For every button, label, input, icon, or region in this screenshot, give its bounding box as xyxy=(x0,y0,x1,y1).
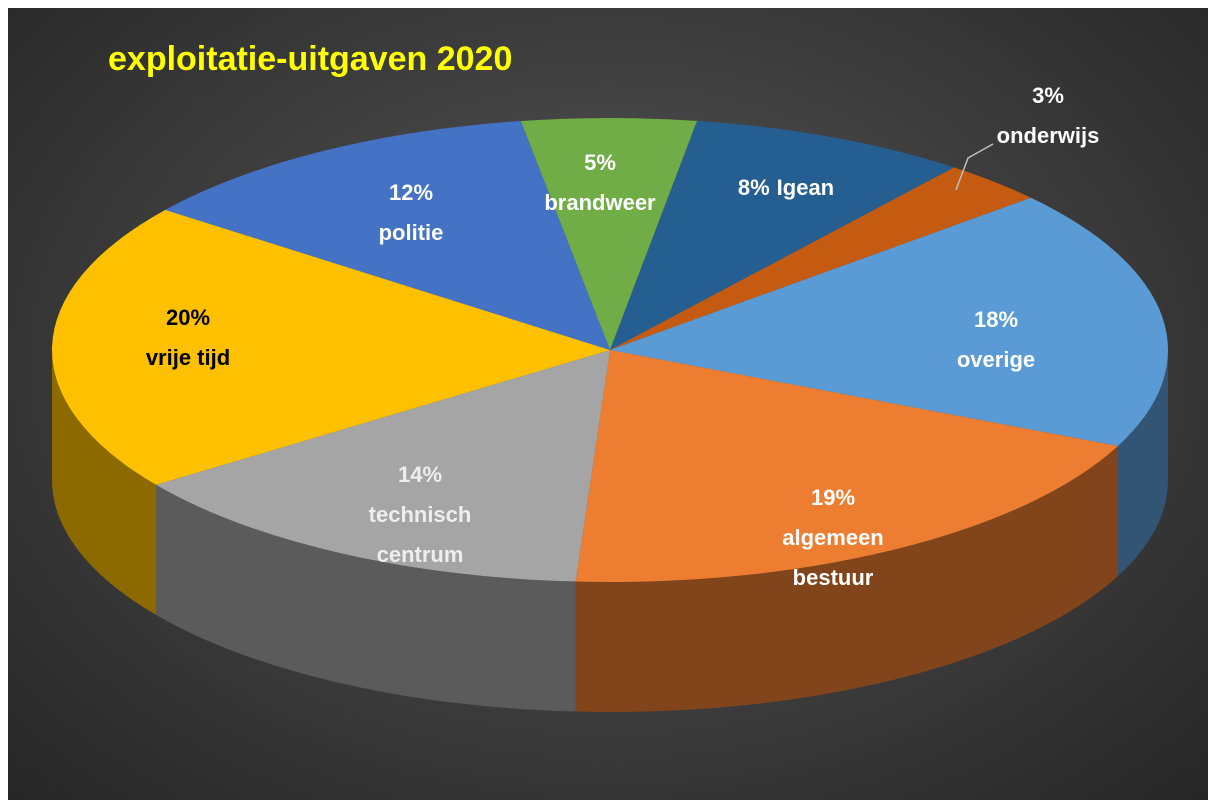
category-label: vrije tijd xyxy=(145,345,231,370)
category-label: onderwijs xyxy=(996,123,1100,148)
slice-side xyxy=(575,445,1119,712)
value-label: 3% xyxy=(1032,83,1064,108)
slice-side xyxy=(52,350,157,615)
slice-side xyxy=(1118,350,1168,576)
slice xyxy=(575,350,1119,582)
value-label: 5% xyxy=(584,150,616,175)
value-label: 12% xyxy=(388,180,434,205)
data-label: 19% algemeen bestuur xyxy=(753,478,913,598)
slice xyxy=(610,167,1032,350)
category-label: overige xyxy=(956,347,1036,372)
slice xyxy=(520,117,698,350)
slice xyxy=(165,120,611,350)
value-label: 18% xyxy=(973,307,1019,332)
slice xyxy=(610,197,1169,446)
chart: exploitatie-uitgaven 2020 5% brandweer 8% I… xyxy=(8,8,1208,800)
data-label: 18% overige xyxy=(916,300,1076,380)
slice xyxy=(52,209,611,485)
value-label: 19% xyxy=(810,485,856,510)
category-label: algemeen bestuur xyxy=(782,525,884,590)
category-label: politie xyxy=(378,220,444,245)
category-label: brandweer xyxy=(544,190,656,215)
value-label: 20% xyxy=(165,305,211,330)
slice-side xyxy=(156,484,576,712)
value-label: 8% xyxy=(737,175,770,200)
category-label: technisch centrum xyxy=(368,502,472,567)
category-label: Igean xyxy=(776,175,835,200)
data-label: 20% vrije tijd xyxy=(108,298,268,378)
leader-line xyxy=(955,143,994,191)
chart-title: exploitatie-uitgaven 2020 xyxy=(108,40,513,78)
data-label: 5% brandweer xyxy=(520,143,680,223)
value-label: 14% xyxy=(397,462,443,487)
slice xyxy=(156,350,610,582)
slice xyxy=(610,120,955,350)
data-label: 12% politie xyxy=(331,173,491,253)
data-label: 3% onderwijs xyxy=(968,76,1128,156)
data-label: 14% technisch centrum xyxy=(340,455,500,575)
data-label: 8% Igean xyxy=(686,168,886,208)
pie-area xyxy=(52,117,1169,712)
